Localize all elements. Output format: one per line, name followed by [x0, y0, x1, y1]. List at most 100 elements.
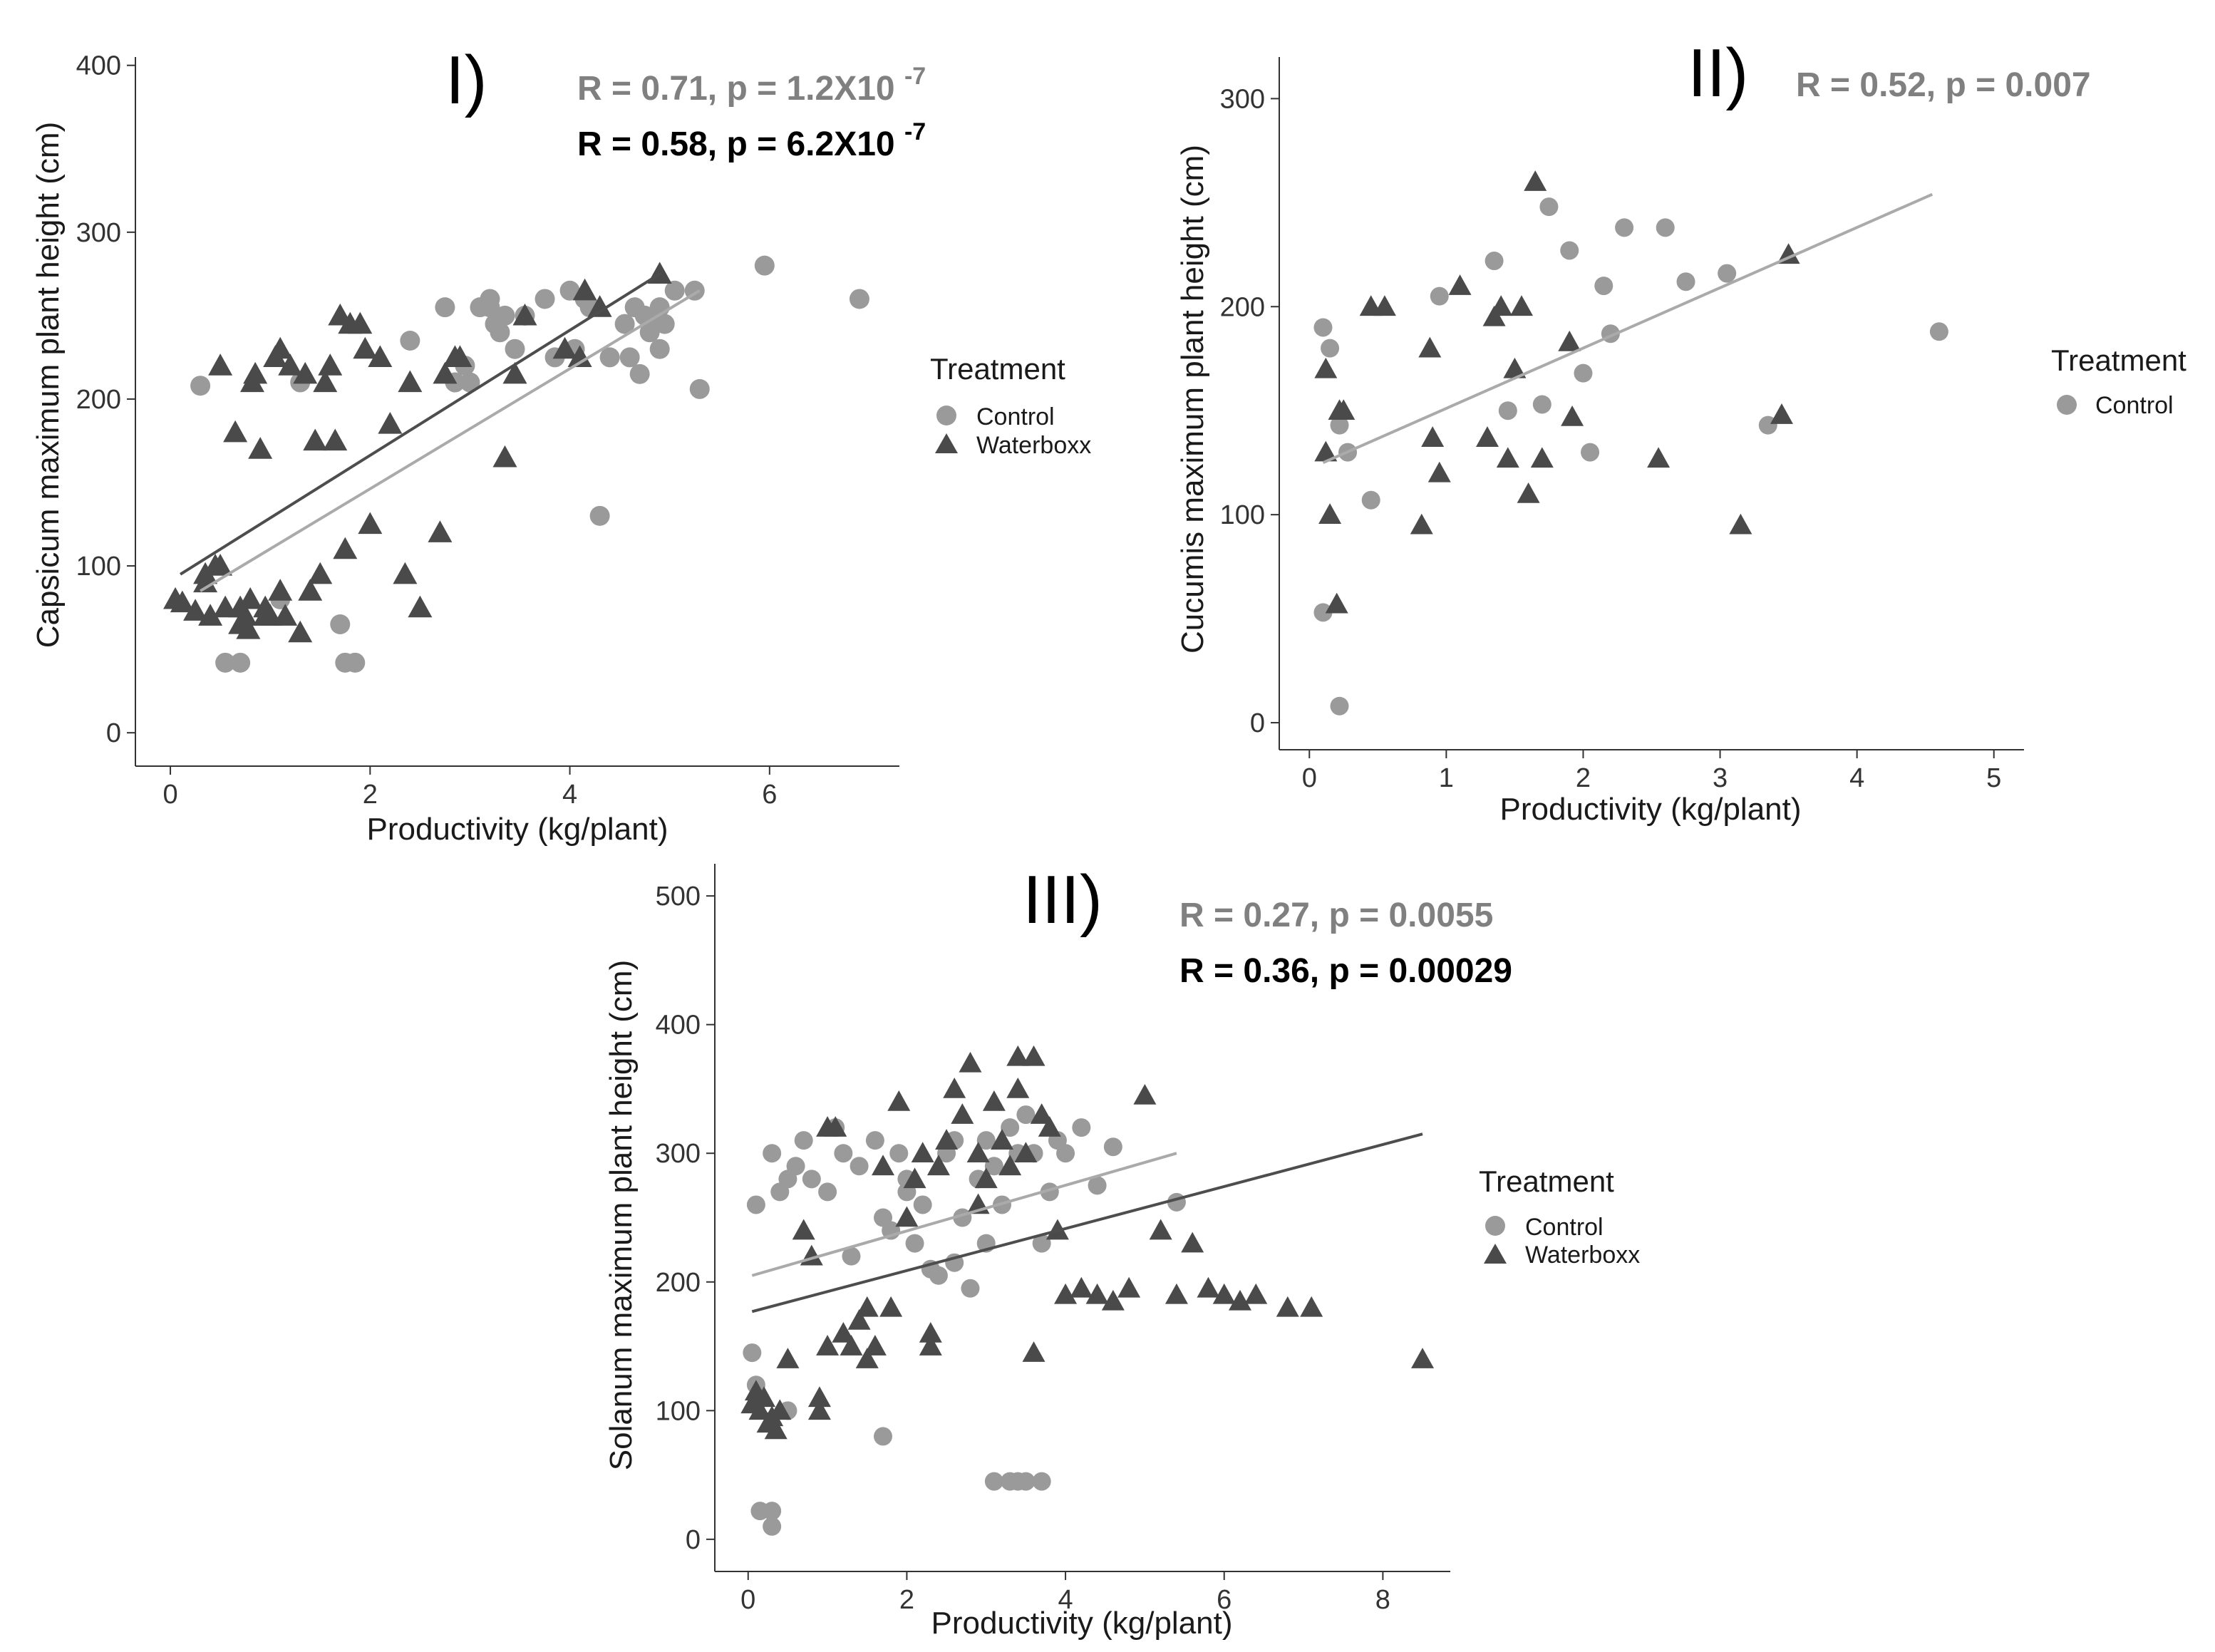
x-tick-label: 2 — [1576, 763, 1591, 793]
panel-cucumis: II) R = 0.52, p = 0.007 0 1 2 3 4 5 0 100 200 300… — [1175, 35, 2186, 827]
point-waterboxx-capsicum — [223, 420, 248, 443]
stat-text: R = 0.71, p = 1.2X10 — [577, 70, 895, 108]
point-waterboxx-capsicum — [318, 353, 343, 376]
point-control-cucumis — [1330, 415, 1349, 435]
point-control-cucumis — [1676, 272, 1695, 291]
panel-capsicum: I) R = 0.71, p = 1.2X10 -7 R = 0.58, p =… — [31, 42, 1091, 847]
legend-title: Treatment — [1479, 1165, 1614, 1198]
point-waterboxx-capsicum — [512, 303, 537, 326]
x-tick-label: 1 — [1439, 763, 1454, 793]
point-waterboxx-solanum — [1022, 1045, 1045, 1066]
point-waterboxx-capsicum — [248, 437, 273, 459]
point-waterboxx-solanum — [926, 1155, 950, 1176]
point-waterboxx-solanum — [895, 1206, 919, 1227]
point-waterboxx-solanum — [1054, 1283, 1078, 1304]
point-waterboxx-solanum — [792, 1219, 815, 1240]
y-tick-label: 300 — [1220, 84, 1265, 114]
point-control-capsicum — [654, 314, 675, 334]
point-waterboxx-cucumis — [1482, 305, 1506, 326]
point-control-solanum — [984, 1472, 1003, 1491]
point-waterboxx-solanum — [943, 1077, 966, 1098]
point-control-solanum — [1016, 1105, 1036, 1125]
point-control-solanum — [763, 1517, 782, 1536]
y-tick-label: 100 — [656, 1396, 701, 1426]
x-tick-label: 4 — [562, 780, 577, 810]
point-waterboxx-cucumis — [1332, 399, 1356, 420]
point-waterboxx-capsicum — [278, 353, 303, 376]
point-waterboxx-solanum — [807, 1386, 831, 1408]
y-tick-label: 200 — [76, 385, 121, 415]
point-waterboxx-capsicum — [183, 599, 208, 621]
point-waterboxx-solanum — [753, 1386, 776, 1408]
legend-capsicum: Treatment Control Waterboxx — [930, 352, 1091, 459]
fit-line-waterboxx-capsicum — [179, 272, 661, 576]
point-control-cucumis — [1321, 339, 1340, 358]
point-waterboxx-capsicum — [170, 590, 195, 613]
point-control-capsicum — [330, 614, 351, 634]
point-waterboxx-solanum — [1014, 1142, 1038, 1163]
point-control-cucumis — [1656, 218, 1675, 237]
point-waterboxx-solanum — [951, 1103, 974, 1124]
y-tick-label: 0 — [1250, 708, 1265, 738]
stat-control-capsicum: R = 0.71, p = 1.2X10 -7 — [577, 63, 926, 108]
point-control-solanum — [889, 1144, 909, 1163]
y-tick-label: 100 — [76, 552, 121, 582]
y-axis-title-capsicum: Capsicum maximum plant height (cm) — [31, 122, 66, 648]
x-tick-label: 8 — [1375, 1585, 1390, 1615]
point-control-cucumis — [1929, 322, 1948, 341]
point-waterboxx-capsicum — [323, 428, 348, 451]
point-control-solanum — [842, 1246, 861, 1266]
point-waterboxx-solanum — [935, 1129, 959, 1150]
legend-control-circle-icon — [936, 406, 956, 425]
point-control-cucumis — [1361, 490, 1380, 510]
point-control-solanum — [802, 1170, 821, 1189]
point-waterboxx-cucumis — [1448, 274, 1472, 295]
point-waterboxx-solanum — [748, 1399, 772, 1420]
x-tick-label: 0 — [1302, 763, 1317, 793]
point-waterboxx-capsicum — [492, 445, 517, 468]
point-waterboxx-solanum — [1101, 1289, 1125, 1311]
x-tick-label: 0 — [162, 780, 177, 810]
point-waterboxx-cucumis — [1318, 503, 1342, 524]
point-control-cucumis — [1313, 318, 1333, 337]
point-waterboxx-capsicum — [378, 412, 403, 434]
point-control-solanum — [905, 1234, 924, 1253]
point-waterboxx-solanum — [974, 1167, 998, 1189]
point-waterboxx-capsicum — [368, 345, 393, 368]
point-waterboxx-cucumis — [1558, 330, 1581, 351]
stat-text: R = 0.27, p = 0.0055 — [1179, 897, 1493, 934]
legend-title: Treatment — [2051, 344, 2186, 377]
x-tick-label: 0 — [740, 1585, 755, 1615]
point-control-solanum — [794, 1131, 813, 1150]
y-tick-label: 0 — [106, 718, 121, 748]
point-waterboxx-solanum — [1197, 1276, 1220, 1298]
point-waterboxx-cucumis — [1475, 426, 1499, 447]
point-control-cucumis — [1532, 395, 1551, 414]
point-control-capsicum — [614, 314, 635, 334]
point-waterboxx-solanum — [1070, 1276, 1093, 1298]
point-waterboxx-solanum — [1300, 1296, 1323, 1317]
point-waterboxx-solanum — [966, 1142, 990, 1163]
point-waterboxx-capsicum — [273, 604, 298, 626]
legend-waterboxx-triangle-icon — [1484, 1244, 1507, 1264]
point-waterboxx-solanum — [1228, 1289, 1251, 1311]
point-waterboxx-capsicum — [353, 336, 378, 359]
point-waterboxx-solanum — [1411, 1348, 1435, 1368]
point-control-cucumis — [1539, 197, 1559, 217]
point-control-solanum — [743, 1343, 762, 1363]
point-waterboxx-solanum — [872, 1155, 895, 1176]
point-waterboxx-solanum — [816, 1335, 840, 1356]
point-waterboxx-solanum — [863, 1335, 887, 1356]
point-waterboxx-capsicum — [288, 620, 313, 643]
point-control-capsicum — [460, 372, 480, 393]
legend-solanum: Treatment Control Waterboxx — [1479, 1165, 1640, 1269]
point-waterboxx-cucumis — [1421, 426, 1445, 447]
point-waterboxx-cucumis — [1530, 447, 1554, 468]
point-control-capsicum — [559, 280, 580, 301]
point-control-solanum — [1088, 1176, 1107, 1195]
point-waterboxx-solanum — [1022, 1341, 1045, 1362]
fit-line-waterboxx-solanum — [751, 1132, 1423, 1313]
point-waterboxx-solanum — [991, 1129, 1014, 1150]
point-control-solanum — [1032, 1472, 1051, 1491]
point-waterboxx-capsicum — [268, 336, 293, 359]
